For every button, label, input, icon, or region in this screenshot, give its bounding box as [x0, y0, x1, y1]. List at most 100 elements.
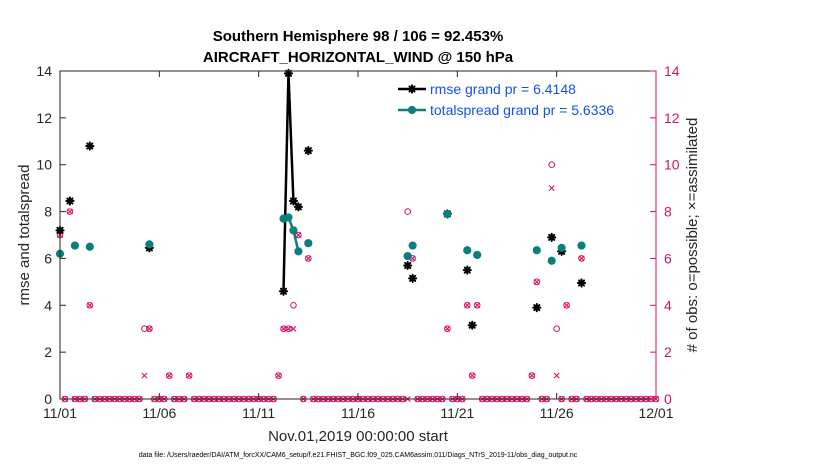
obs-possible-marker — [165, 372, 173, 379]
rmse-series — [55, 68, 587, 330]
data-file-footnote: data file: /Users/raeder/DAI/ATM_forcXX/… — [139, 452, 578, 459]
rmse-point — [547, 232, 557, 242]
series-layer — [55, 68, 587, 330]
obs-assimilated-marker — [528, 372, 535, 379]
totalspread-series — [55, 209, 586, 265]
chart-title: Southern Hemisphere 98 / 106 = 92.453% — [213, 28, 504, 45]
totalspread-point — [304, 239, 313, 248]
rmse-point — [303, 146, 313, 156]
obs-possible-marker — [533, 278, 541, 286]
totalspread-point — [408, 241, 417, 250]
y-tick-label: 0 — [44, 391, 52, 407]
y2-tick-label: 6 — [664, 250, 672, 266]
y-axis-label: rmse and totalspread — [16, 165, 33, 306]
obs-assimilated-marker — [305, 255, 312, 262]
rmse-point — [403, 260, 413, 271]
y2-tick-label: 0 — [664, 391, 672, 407]
obs-assimilated-marker — [469, 372, 476, 379]
y2-tick-label: 2 — [664, 344, 672, 360]
y2-axis-label: # of obs: o=possible; ×=assimilated — [684, 118, 701, 353]
obs-assimilated-marker — [290, 325, 297, 332]
rmse-point — [65, 196, 75, 206]
rmse-point — [85, 141, 95, 151]
rmse-line — [282, 73, 300, 292]
y2-tick-label: 4 — [664, 297, 672, 313]
obs-possible-marker — [473, 301, 481, 309]
obs-possible-marker — [444, 325, 451, 333]
x-axis-label: Nov.01,2019 00:00:00 start — [268, 428, 449, 445]
totalspread-point — [403, 251, 412, 261]
y-tick-label: 12 — [36, 110, 52, 126]
x-axis-ticks: 11/01 11/06 11/11 11/16 11/21 11/26 12/01 — [43, 71, 674, 421]
obs-assimilated-marker — [548, 185, 555, 192]
totalspread-point — [557, 243, 566, 252]
rmse-point — [408, 273, 418, 283]
obs-possible-marker — [548, 161, 556, 169]
obs-possible-marker — [285, 325, 292, 333]
obs-assimilated-marker — [146, 325, 153, 332]
obs-assimilated-marker — [295, 232, 302, 238]
obs-possible-marker — [404, 208, 411, 215]
totalspread-point — [443, 209, 452, 219]
x-tick-label: 11/06 — [142, 405, 176, 421]
totalspread-point — [473, 250, 482, 260]
legend-spread-label: totalspread grand pr = 5.6336 — [430, 102, 614, 118]
y2-axis-ticks: 0 2 4 6 8 10 12 14 — [650, 63, 680, 407]
obs-assimilated-marker — [66, 208, 73, 215]
y2-tick-label: 12 — [664, 110, 680, 126]
obs-possible-marker — [578, 255, 585, 262]
totalspread-point — [284, 213, 293, 222]
plot-area-frame — [59, 70, 657, 400]
rmse-point — [293, 202, 303, 212]
legend: rmse grand pr = 6.4148 totalspread grand… — [398, 81, 614, 118]
obs-possible-marker — [275, 372, 282, 379]
obs-assimilated-marker — [474, 302, 481, 309]
y-tick-label: 14 — [36, 63, 52, 79]
obs-possible-marker — [563, 301, 570, 309]
obs-assimilated-marker — [553, 372, 560, 379]
obs-assimilated-marker — [280, 325, 287, 332]
rmse-point — [467, 320, 477, 330]
y2-tick-label: 8 — [664, 204, 672, 220]
totalspread-point — [289, 226, 298, 235]
x-tick-label: 12/01 — [638, 405, 673, 421]
totalspread-point — [70, 241, 80, 250]
x-tick-label: 11/26 — [540, 405, 574, 421]
obs-possible-marker — [468, 372, 476, 379]
y-tick-label: 4 — [44, 297, 52, 313]
rmse-point — [462, 265, 472, 275]
obs-possible-marker — [463, 301, 471, 309]
y-axis-ticks: 0 2 4 6 8 10 12 14 — [36, 63, 66, 407]
rmse-point — [288, 196, 299, 206]
rmse-point — [278, 286, 289, 296]
obs-possible-marker — [185, 372, 193, 379]
obs-assimilated-marker — [444, 325, 451, 332]
obs-layer — [56, 161, 660, 403]
legend-rmse-marker — [407, 84, 417, 94]
obs-assimilated-marker — [464, 302, 471, 309]
obs-assimilated-marker — [166, 372, 173, 379]
obs-assimilated-marker — [563, 302, 570, 309]
totalspread-point — [577, 241, 586, 250]
x-tick-label: 11/01 — [43, 405, 77, 421]
legend-spread-marker — [407, 105, 417, 115]
y2-tick-label: 10 — [664, 157, 680, 173]
obs-possible-marker — [86, 301, 94, 309]
obs-possible-marker — [66, 208, 74, 215]
legend-rmse-label: rmse grand pr = 6.4148 — [430, 81, 576, 97]
obs-assimilated-marker — [285, 325, 292, 332]
chart-subtitle: AIRCRAFT_HORIZONTAL_WIND @ 150 hPa — [203, 49, 514, 66]
obs-possible-marker — [305, 255, 312, 262]
x-tick-label: 11/16 — [341, 405, 375, 421]
x-tick-label: 11/11 — [242, 405, 275, 421]
y-tick-label: 2 — [44, 344, 52, 360]
totalspread-point — [463, 246, 472, 255]
obs-possible-marker — [280, 325, 287, 333]
totalspread-point — [294, 247, 303, 256]
obs-possible-marker — [141, 325, 148, 333]
y2-tick-label: 14 — [664, 63, 680, 79]
obs-assimilated-marker — [141, 372, 148, 379]
obs-assimilated-marker — [533, 278, 540, 285]
obs-possible-marker — [528, 372, 536, 379]
